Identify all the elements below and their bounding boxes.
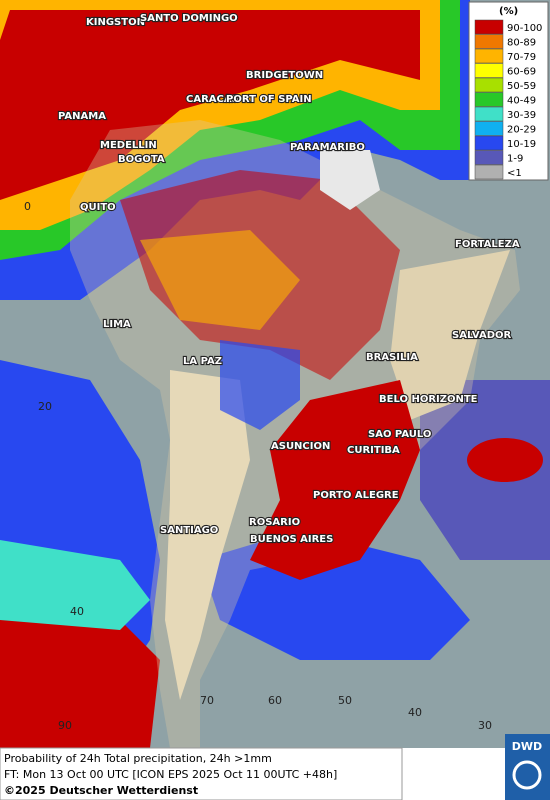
- legend-swatch: [474, 164, 504, 180]
- city-label: BELO HORIZONTE: [379, 394, 478, 405]
- city-label: SALVADOR: [452, 330, 512, 341]
- city-label: PORT OF SPAIN: [226, 94, 312, 105]
- grid-label: 50: [338, 694, 352, 707]
- city-label: BRASILIA: [366, 352, 418, 363]
- legend-label: 90-100: [507, 23, 542, 34]
- legend-swatch: [474, 34, 504, 49]
- legend-label: 70-79: [507, 52, 536, 63]
- legend-swatch: [474, 77, 504, 93]
- city-label: CARACAS: [186, 94, 239, 105]
- legend-swatch: [474, 92, 504, 107]
- city-label: MEDELLIN: [100, 140, 157, 151]
- city-label: ROSARIO: [249, 517, 300, 528]
- legend-label: 10-19: [507, 139, 536, 150]
- grid-label: 40: [70, 605, 84, 618]
- city-label: BUENOS AIRES: [250, 534, 333, 545]
- legend-swatch: [474, 121, 504, 136]
- legend-swatch: [474, 106, 504, 122]
- legend-label: 60-69: [507, 67, 536, 78]
- legend-swatch: [474, 135, 504, 151]
- legend-label: 30-39: [507, 110, 536, 121]
- city-label: CURITIBA: [347, 445, 400, 456]
- legend-label: 1-9: [507, 154, 523, 165]
- grid-label: 20: [38, 400, 52, 413]
- city-label: KINGSTON: [86, 17, 145, 28]
- land: [70, 120, 520, 748]
- city-label: PORTO ALEGRE: [313, 490, 399, 501]
- city-label: SANTO DOMINGO: [140, 13, 238, 24]
- grid-label: 40: [408, 706, 422, 719]
- footer-text: ©2025 Deutscher Wetterdienst: [4, 784, 198, 797]
- grid-label: 30: [478, 719, 492, 732]
- footer-text: FT: Mon 13 Oct 00 UTC [ICON EPS 2025 Oct…: [4, 768, 337, 781]
- grid-label: 0: [24, 200, 31, 213]
- city-labels: KINGSTON SANTO DOMINGO BRIDGETOWN CARACA…: [57, 12, 521, 546]
- legend-swatch: [474, 63, 504, 78]
- legend-swatch: [474, 150, 504, 165]
- city-label: QUITO: [80, 202, 116, 213]
- legend-label: <1: [507, 168, 522, 179]
- city-label: FORTALEZA: [455, 239, 520, 250]
- city-label: SAO PAULO: [368, 429, 431, 440]
- legend-label: 50-59: [507, 81, 536, 92]
- footer-box: [0, 747, 403, 800]
- city-label: LA PAZ: [183, 356, 222, 367]
- city-label: BOGOTA: [118, 154, 165, 165]
- grid-label: 90: [58, 719, 72, 732]
- legend-swatch: [474, 19, 504, 35]
- legend-swatch: [474, 48, 504, 64]
- legend-label: 20-29: [507, 125, 536, 136]
- legend: (%) 90-100 80-89 70-79 60-69 50-59 40-49 30-39…: [468, 1, 549, 181]
- city-label: SANTIAGO: [160, 525, 218, 536]
- grid-labels: 0 20 40 90 70 60 50 40 30: [24, 200, 492, 732]
- city-label: LIMA: [103, 319, 131, 330]
- grid-label: 60: [268, 694, 282, 707]
- logo-text: DWD: [512, 740, 542, 753]
- legend-label: 40-49: [507, 96, 536, 107]
- logo-icon: [512, 760, 542, 790]
- city-label: PARAMARIBO: [290, 142, 365, 153]
- grid-label: 70: [200, 694, 214, 707]
- footer-text: Probability of 24h Total precipitation, …: [4, 752, 272, 765]
- legend-label: 80-89: [507, 38, 536, 49]
- city-label: BRIDGETOWN: [246, 70, 323, 81]
- city-label: ASUNCION: [271, 441, 330, 452]
- city-label: PANAMA: [58, 111, 106, 122]
- legend-title: (%): [499, 6, 518, 17]
